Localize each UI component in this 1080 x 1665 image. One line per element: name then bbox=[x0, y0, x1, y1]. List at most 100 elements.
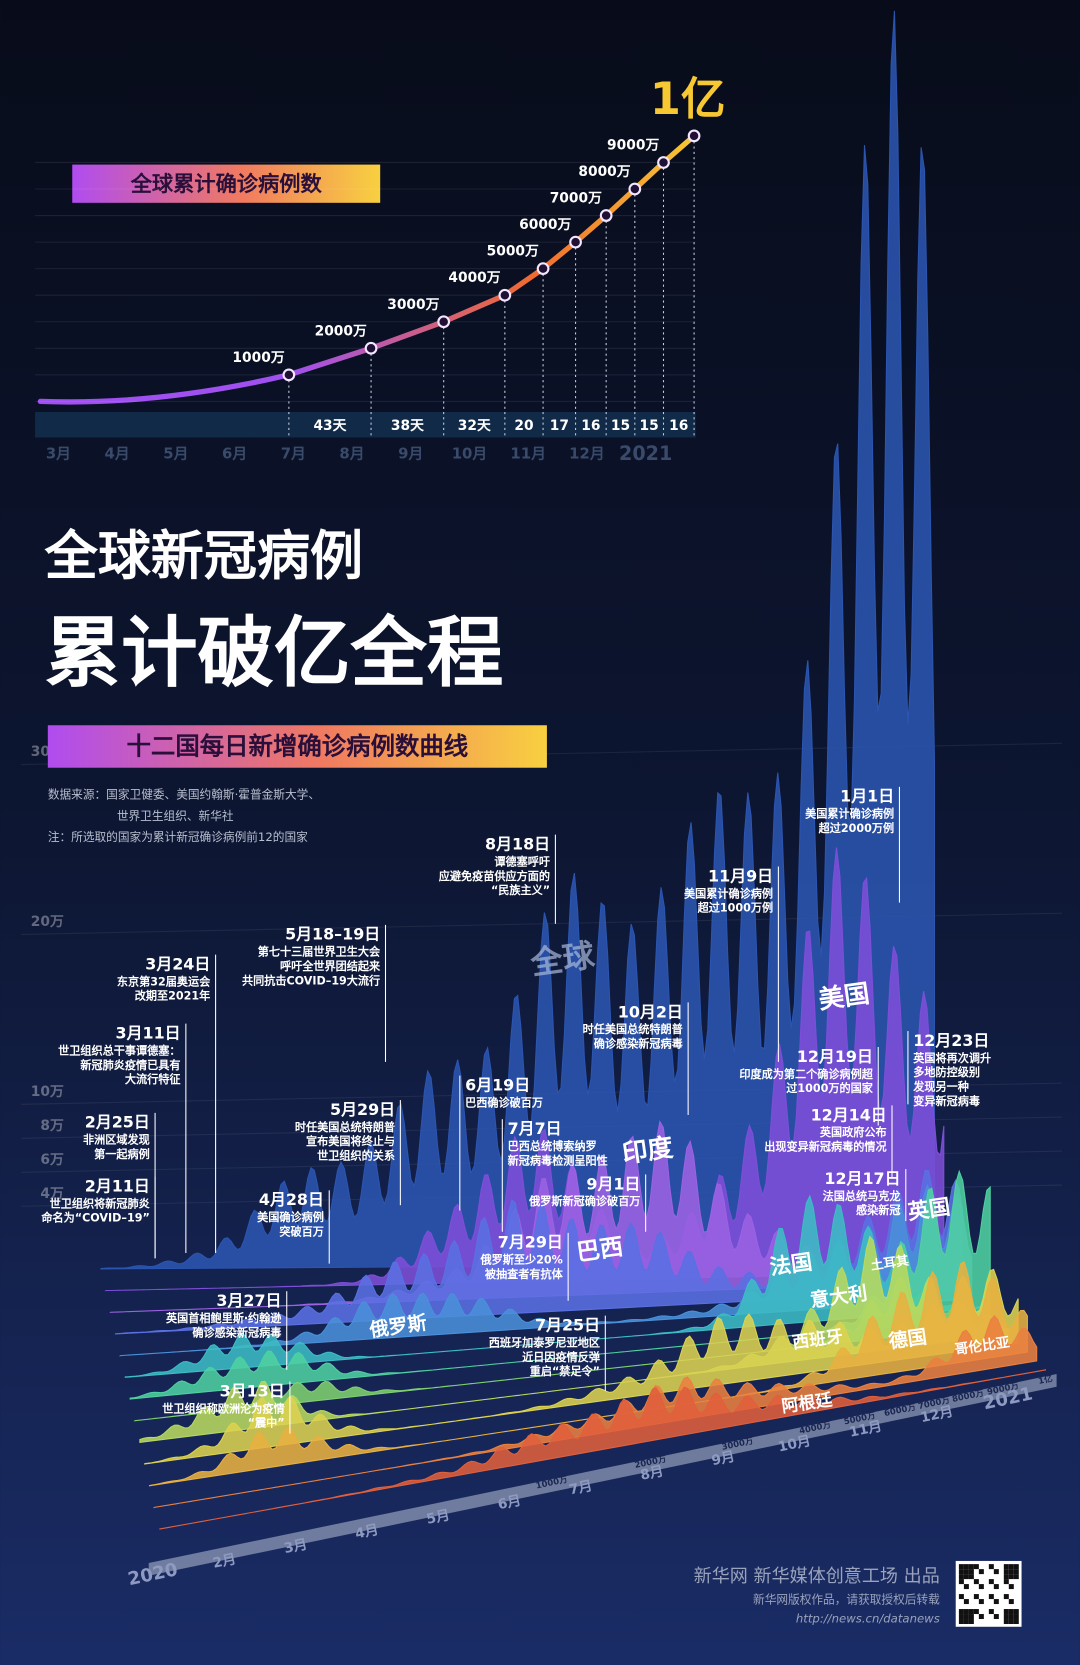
annotation-text: 英国将再次调升 bbox=[912, 1051, 991, 1065]
qr-cell bbox=[1013, 1614, 1019, 1620]
annotation-date: 12月23日 bbox=[913, 1031, 989, 1050]
headline-2: 累计破亿全程 bbox=[45, 609, 504, 698]
annotation-text: “民族主义” bbox=[491, 883, 550, 897]
qr-cell bbox=[1008, 1584, 1014, 1590]
interval-band bbox=[35, 412, 696, 438]
x-tick-label: 4月 bbox=[105, 444, 130, 462]
qr-cell bbox=[1008, 1614, 1014, 1620]
annotation-date: 10月2日 bbox=[618, 1002, 683, 1021]
qr-cell bbox=[958, 1564, 964, 1570]
series-label: 土耳其 bbox=[870, 1253, 910, 1274]
ridge-area bbox=[153, 1315, 1038, 1509]
annotation-text: 变异新冠病毒 bbox=[913, 1094, 980, 1108]
annotation-text: 应避免疫苗供应方面的 bbox=[439, 869, 550, 883]
qr-cell bbox=[968, 1574, 974, 1580]
milestone-label: 9000万 bbox=[607, 137, 659, 153]
annotation-text: 世卫组织将新冠肺炎 bbox=[50, 1196, 151, 1210]
qr-cell bbox=[1008, 1564, 1014, 1570]
qr-cell bbox=[1003, 1619, 1009, 1625]
qr-cell bbox=[973, 1579, 979, 1585]
credit: 新华网 新华媒体创意工场 出品 bbox=[694, 1566, 940, 1587]
annotation-text: 第一起病例 bbox=[94, 1147, 150, 1161]
qr-cell bbox=[963, 1614, 969, 1620]
source: 世界卫生组织、新华社 bbox=[117, 809, 234, 823]
annotation-text: 过1000万的国家 bbox=[786, 1081, 873, 1095]
annotation-text: 世卫组织总干事谭德塞： bbox=[58, 1043, 180, 1057]
subtitle-box bbox=[47, 725, 547, 768]
x-tick-label: 3月 bbox=[46, 444, 71, 462]
qr-cell bbox=[963, 1599, 969, 1605]
milestone-point bbox=[498, 288, 512, 302]
x-tick-label: 9月 bbox=[398, 444, 423, 462]
annotation-text: 东京第32届奥运会 bbox=[117, 974, 211, 988]
qr-cell bbox=[958, 1579, 964, 1585]
milestone-point bbox=[657, 156, 670, 169]
y-tick-label: 10万 bbox=[31, 1084, 64, 1100]
milestone-point bbox=[569, 235, 582, 249]
annotation-text: 世卫组织称欧洲沦为疫情 bbox=[162, 1401, 284, 1415]
qr-cell bbox=[958, 1614, 964, 1620]
annotation-text: 谭德塞呼吁 bbox=[494, 854, 550, 868]
qr-cell bbox=[988, 1594, 994, 1600]
annotation-date: 1月1日 bbox=[840, 787, 894, 806]
x-tick-label: 5月 bbox=[163, 444, 188, 462]
qr-cell bbox=[963, 1574, 969, 1580]
qr-cell bbox=[958, 1609, 964, 1615]
annotation-date: 9月1日 bbox=[586, 1174, 640, 1193]
series-label: 全球 bbox=[527, 936, 597, 983]
milestone-label: 6000万 bbox=[519, 217, 571, 233]
annotation-text: 突破百万 bbox=[279, 1224, 324, 1238]
interval-label: 15 bbox=[640, 418, 659, 434]
annotation-text: 时任美国总统特朗普 bbox=[583, 1022, 683, 1036]
x-tick-label: 12月 bbox=[919, 1404, 955, 1427]
milestone-label: 8000万 bbox=[578, 164, 630, 180]
x-tick-label: 10月 bbox=[452, 444, 488, 462]
qr-cell bbox=[1013, 1609, 1019, 1615]
annotation-text: 超过1000万例 bbox=[697, 901, 773, 915]
x-tick-label: 7月 bbox=[281, 444, 306, 462]
series-label: 巴西 bbox=[575, 1232, 625, 1266]
annotation-text: 命名为“COVID–19” bbox=[40, 1211, 149, 1225]
qr-cell bbox=[1013, 1619, 1019, 1625]
annotation-text: 超过2000万例 bbox=[818, 821, 894, 835]
qr-cell bbox=[968, 1569, 974, 1575]
url: http://news.cn/datanews bbox=[796, 1612, 940, 1626]
annotation-text: 美国确诊病例 bbox=[257, 1210, 324, 1224]
x-tick-label: 6月 bbox=[222, 444, 247, 462]
annotation-text: 发现另一种 bbox=[912, 1080, 969, 1094]
annotation-text: 巴西总统博索纳罗 bbox=[508, 1139, 597, 1153]
x-tick-label: 9月 bbox=[710, 1449, 736, 1470]
annotation-date: 6月19日 bbox=[465, 1076, 530, 1095]
early-curve bbox=[37, 372, 292, 405]
y-tick-label: 20万 bbox=[31, 914, 64, 930]
x-tick-label: 12月 bbox=[569, 444, 605, 462]
cumulative-line bbox=[288, 133, 696, 378]
qr-cell bbox=[973, 1609, 979, 1615]
annotation-text: 第七十三届世界卫生大会 bbox=[258, 945, 381, 959]
qr-cell bbox=[1013, 1564, 1019, 1570]
qr-cell bbox=[978, 1614, 984, 1620]
annotation-text: 非洲区域发现 bbox=[83, 1133, 150, 1147]
annotation-text: 近日因疫情反弹 bbox=[522, 1350, 600, 1364]
qr-cell bbox=[1008, 1569, 1014, 1575]
ridge-area bbox=[100, 10, 936, 1270]
qr-cell bbox=[968, 1614, 974, 1620]
note: 注：所选取的国家为累计新冠确诊病例前12的国家 bbox=[48, 830, 308, 844]
annotation-date: 4月28日 bbox=[259, 1190, 324, 1209]
annotation-text: 俄罗斯新冠确诊破百万 bbox=[528, 1194, 640, 1208]
milestone-point bbox=[599, 209, 613, 222]
x-tick-label: 6月 bbox=[496, 1493, 522, 1514]
annotation-text: 西班牙加泰罗尼亚地区 bbox=[489, 1335, 600, 1349]
interval-label: 20 bbox=[514, 418, 533, 434]
milestone-label: 1000万 bbox=[232, 350, 284, 366]
ridge-title: 十二国每日新增确诊病例数曲线 bbox=[127, 732, 469, 761]
series-label: 印度 bbox=[620, 1133, 675, 1170]
qr-cell bbox=[988, 1564, 994, 1570]
qr-cell bbox=[1008, 1599, 1014, 1605]
qr-pattern bbox=[958, 1564, 1019, 1625]
qr-cell bbox=[958, 1619, 964, 1625]
qr-cell bbox=[978, 1599, 984, 1605]
annotation-date: 5月29日 bbox=[330, 1100, 395, 1119]
y-tick-label: 6万 bbox=[40, 1152, 64, 1168]
annotation-text: 新冠肺炎疫情已具有 bbox=[80, 1058, 180, 1072]
